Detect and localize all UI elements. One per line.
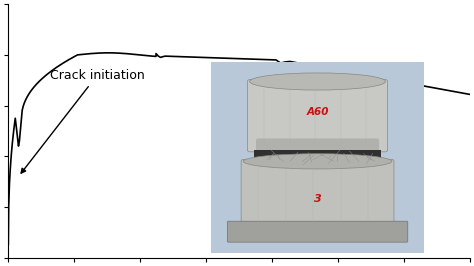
Text: Crack initiation: Crack initiation [21,69,145,173]
